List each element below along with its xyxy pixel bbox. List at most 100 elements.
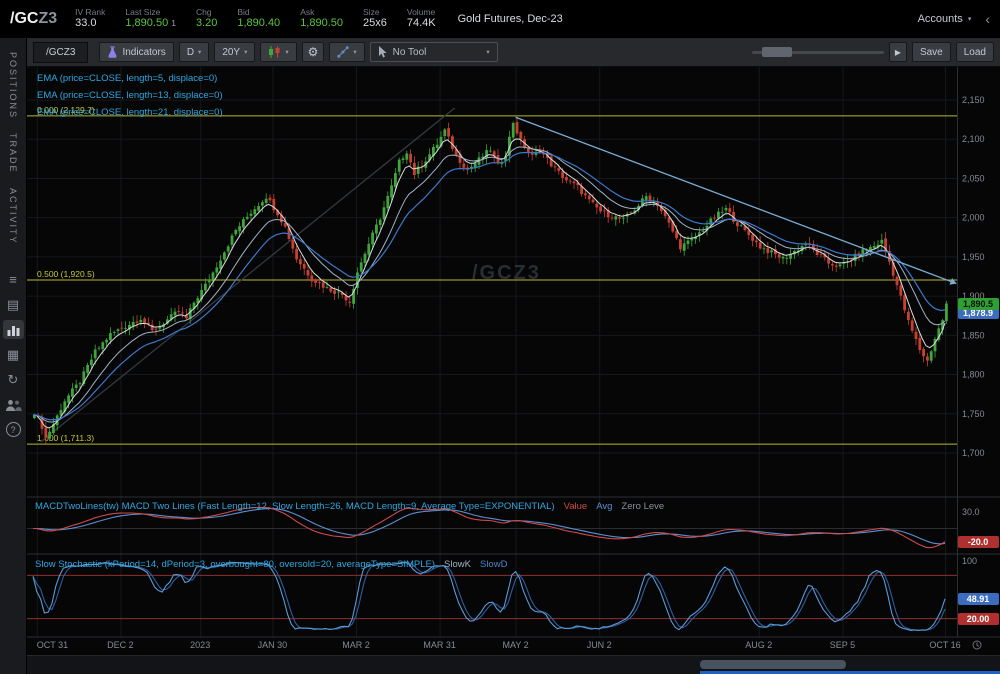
svg-text:JUN 2: JUN 2	[587, 640, 612, 650]
quote-field-chg: Chg 3.20	[195, 6, 218, 30]
people-icon[interactable]	[3, 395, 24, 414]
chart-style-dropdown[interactable]: ▾	[260, 42, 297, 62]
orders-icon[interactable]: ▤	[6, 296, 20, 312]
svg-text:JAN 30: JAN 30	[258, 640, 288, 650]
chevron-down-icon: ▾	[967, 16, 972, 23]
chevron-down-icon: ▾	[486, 49, 490, 56]
save-button[interactable]: Save	[911, 42, 951, 62]
symbol-suffix: Z3	[38, 10, 58, 27]
svg-text:MAY 2: MAY 2	[503, 640, 529, 650]
ema5-study-label[interactable]: EMA (price=CLOSE, length=5, displace=0)	[37, 73, 218, 84]
stochastic-study-label[interactable]: Slow Stochastic (kPeriod=14, dPeriod=3, …	[35, 559, 507, 570]
chart-gadget: /GCZ3 Indicators D ▾ 20Y ▾ ▾ ⚙ ▾ No Tool ▾	[27, 38, 1000, 674]
svg-text:SEP 5: SEP 5	[830, 640, 855, 650]
load-button[interactable]: Load	[955, 42, 994, 62]
timeframe-dropdown[interactable]: D ▾	[178, 42, 210, 62]
grid-icon[interactable]: ▦	[6, 346, 20, 362]
quote-field-ask: Ask 1,890.50	[300, 6, 344, 30]
contract-description: Gold Futures, Dec-23	[457, 13, 563, 25]
accounts-dropdown[interactable]: Accounts ▾	[918, 13, 972, 25]
tool-label: No Tool	[392, 46, 427, 58]
price-chart-canvas[interactable]: 2,150 2,100 2,050 2,000 1,950 1,900 1,850 1,800…	[27, 67, 1000, 656]
chevron-down-icon: ▾	[198, 49, 202, 56]
chart-region: 2,150 2,100 2,050 2,000 1,950 1,900 1,850 1,800…	[27, 67, 1000, 674]
svg-text:2023: 2023	[190, 640, 210, 650]
macd-value-legend: Value	[563, 501, 588, 512]
quote-field-size: Size 25x6	[363, 6, 387, 30]
quote-field-volume: Volume 74.4K	[406, 6, 436, 30]
svg-text:1,750: 1,750	[962, 409, 985, 419]
chevron-down-icon: ▾	[353, 49, 357, 56]
range-value: 20Y	[222, 46, 241, 58]
sidebar-icons: ≡ ▤ ▦ ↻ ?	[2, 270, 24, 439]
macd-study-label[interactable]: MACDTwoLines(tw) MACD Two Lines (Fast Le…	[35, 501, 664, 512]
scroll-range-highlight	[700, 671, 1000, 674]
ema21-study-label[interactable]: EMA (price=CLOSE, length=21, displace=0)	[37, 107, 223, 118]
range-dropdown[interactable]: 20Y ▾	[214, 42, 256, 62]
candlestick-icon	[269, 46, 280, 58]
drawing-tool-select[interactable]: No Tool ▾	[369, 42, 498, 62]
svg-text:1.000 (1,711.3): 1.000 (1,711.3)	[37, 433, 94, 443]
watchlist-icon[interactable]: ≡	[9, 272, 17, 288]
svg-text:1,900: 1,900	[962, 291, 985, 301]
ema13-study-label[interactable]: EMA (price=CLOSE, length=13, displace=0)	[37, 90, 223, 101]
svg-text:OCT 31: OCT 31	[37, 640, 68, 650]
chart-settings-gear-icon[interactable]: ⚙	[301, 42, 325, 62]
collapse-panel-icon[interactable]: ‹	[985, 11, 990, 27]
chart-toolbar: /GCZ3 Indicators D ▾ 20Y ▾ ▾ ⚙ ▾ No Tool ▾	[27, 38, 1000, 67]
svg-text:2,150: 2,150	[962, 95, 985, 105]
step-right-icon[interactable]: ▸	[888, 42, 907, 62]
chevron-down-icon: ▾	[244, 49, 248, 56]
stochastic-label-text: Slow Stochastic (kPeriod=14, dPeriod=3, …	[35, 559, 436, 570]
zoom-slider-handle[interactable]	[761, 47, 792, 57]
drawings-dropdown[interactable]: ▾	[329, 42, 365, 62]
scrollbar-thumb[interactable]	[700, 660, 846, 669]
cursor-icon	[378, 46, 387, 58]
macd-avg-legend: Avg	[596, 501, 613, 512]
beaker-icon	[108, 46, 118, 58]
quote-fields: IV Rank 33.0 Last Size 1,890.50 1 Chg 3.20 Bid 1…	[75, 7, 436, 31]
svg-text:20.00: 20.00	[967, 614, 990, 624]
svg-text:1,950: 1,950	[962, 252, 985, 262]
quote-field-last-size: Last Size 1,890.50 1	[125, 6, 176, 30]
svg-text:1,700: 1,700	[962, 448, 985, 458]
svg-text:-20.0: -20.0	[968, 537, 989, 547]
svg-text:1,890.5: 1,890.5	[963, 299, 993, 309]
svg-text:100: 100	[962, 556, 977, 566]
help-icon[interactable]: ?	[3, 420, 24, 439]
macd-label-text: MACDTwoLines(tw) MACD Two Lines (Fast Le…	[35, 501, 555, 512]
chevron-down-icon: ▾	[285, 49, 289, 56]
svg-text:0.500 (1,920.5): 0.500 (1,920.5)	[37, 269, 95, 279]
svg-text:OCT 16: OCT 16	[929, 640, 960, 650]
svg-text:1,878.9: 1,878.9	[963, 308, 993, 318]
timeframe-value: D	[186, 46, 195, 58]
slowk-legend: SlowK	[444, 559, 471, 570]
chart-icon[interactable]	[2, 320, 24, 340]
refresh-icon[interactable]: ↻	[7, 371, 19, 387]
accounts-label: Accounts	[917, 13, 963, 25]
quote-field-bid: Bid 1,890.40	[237, 6, 281, 30]
svg-text:AUG 2: AUG 2	[745, 640, 772, 650]
svg-text:30.0: 30.0	[962, 507, 980, 517]
sidebar-tab-trade[interactable]: TRADE	[8, 133, 18, 174]
svg-text:MAR 2: MAR 2	[342, 640, 370, 650]
sidebar-tab-positions[interactable]: POSITIONS	[8, 52, 18, 120]
svg-text:0.000 (2,129.7): 0.000 (2,129.7)	[37, 105, 95, 115]
left-sidebar: POSITIONS TRADE ACTIVITY ≡ ▤ ▦ ↻ ?	[0, 38, 27, 674]
svg-text:48.91: 48.91	[967, 594, 990, 604]
svg-text:/GCZ3: /GCZ3	[472, 262, 541, 284]
chart-symbol-tab[interactable]: /GCZ3	[33, 41, 89, 63]
svg-text:2,050: 2,050	[962, 173, 985, 183]
zoom-slider-track	[751, 51, 884, 54]
indicators-button[interactable]: Indicators	[99, 42, 174, 62]
svg-text:2,000: 2,000	[962, 213, 985, 223]
zoom-slider[interactable]	[751, 42, 884, 62]
quote-header: /GCZ3 IV Rank 33.0 Last Size 1,890.50 1 Chg 3.…	[0, 0, 1000, 38]
quote-field-iv-rank: IV Rank 33.0	[75, 6, 106, 30]
sidebar-tab-activity[interactable]: ACTIVITY	[8, 187, 18, 245]
slowd-legend: SlowD	[479, 559, 508, 570]
horizontal-scrollbar[interactable]	[27, 655, 1000, 674]
symbol-title: /GCZ3	[10, 10, 57, 28]
svg-text:2,100: 2,100	[962, 134, 985, 144]
